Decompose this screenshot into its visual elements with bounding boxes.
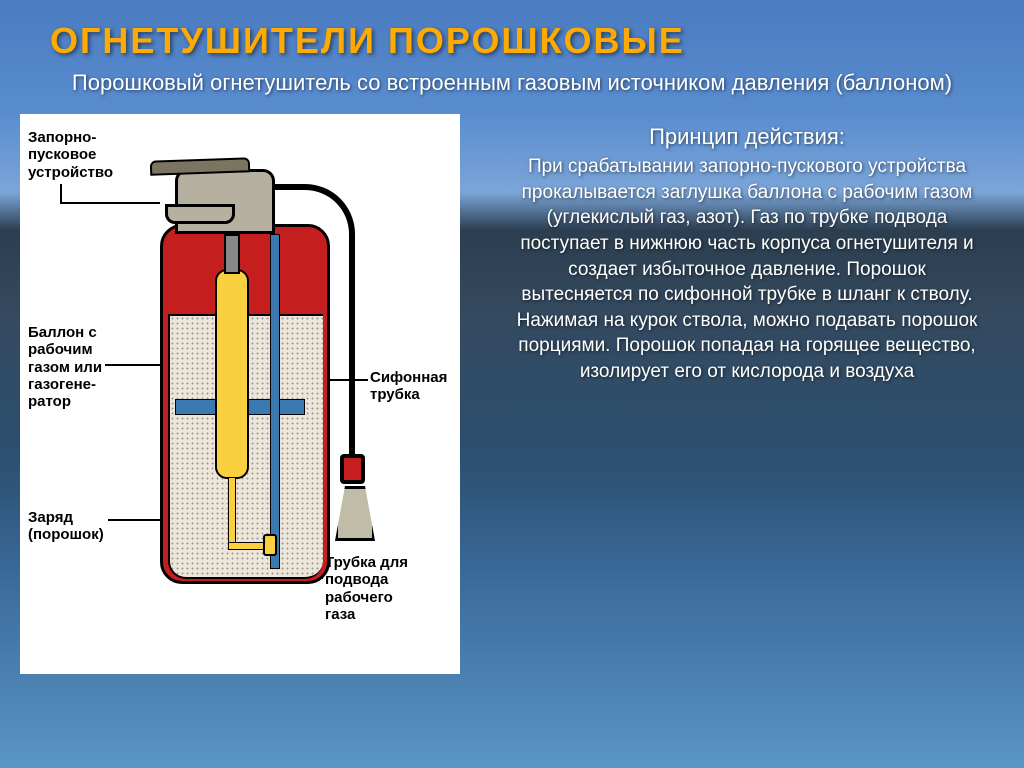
principle-body: При срабатывании запорно-пускового устро…: [510, 154, 984, 385]
gas-cartridge: [215, 269, 249, 479]
gas-feed-tube: [228, 477, 236, 547]
gas-feed-tip: [263, 534, 277, 556]
nozzle: [335, 486, 375, 541]
hose-coupling: [340, 454, 365, 484]
slide-title: ОГНЕТУШИТЕЛИ ПОРОШКОВЫЕ: [0, 0, 1024, 62]
cartridge-neck: [224, 234, 240, 274]
siphon-tube: [270, 234, 280, 569]
hose: [349, 259, 355, 459]
label-siphon: Сифонная трубка: [370, 369, 447, 404]
gas-feed-tube: [228, 542, 268, 550]
leader-line: [60, 202, 160, 204]
label-valve: Запорно- пусковое устройство: [28, 129, 113, 181]
label-gastube: Трубка для подвода рабочего газа: [325, 554, 408, 623]
principle-header: Принцип действия:: [510, 124, 984, 150]
diagram-panel: Запорно- пусковое устройство Баллон с ра…: [20, 114, 460, 674]
text-panel: Принцип действия: При срабатывании запор…: [470, 114, 1004, 674]
label-charge: Заряд (порошок): [28, 509, 104, 544]
content-area: Запорно- пусковое устройство Баллон с ра…: [0, 104, 1024, 684]
leader-line: [60, 184, 62, 204]
slide-subtitle: Порошковый огнетушитель со встроенным га…: [0, 62, 1024, 104]
label-cartridge: Баллон с рабочим газом или газогене- рат…: [28, 324, 102, 410]
carry-handle: [165, 204, 235, 224]
hose: [275, 184, 355, 264]
valve-head: [175, 169, 275, 234]
